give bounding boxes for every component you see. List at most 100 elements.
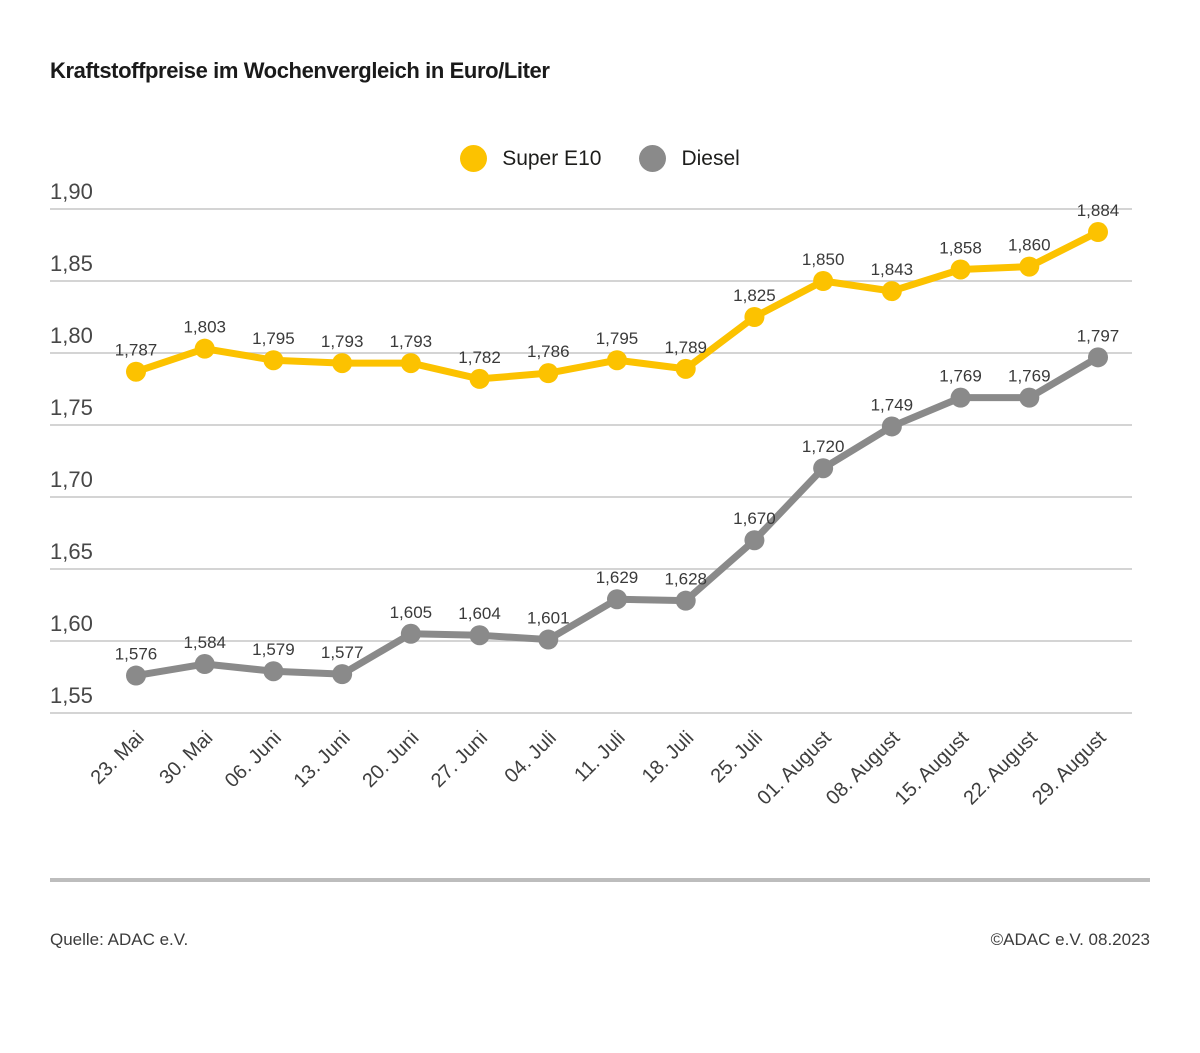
y-axis-label: 1,90 bbox=[50, 179, 93, 204]
y-axis-label: 1,55 bbox=[50, 683, 93, 708]
data-point bbox=[1019, 256, 1040, 277]
x-axis-label: 08. August bbox=[822, 727, 905, 810]
y-axis-label: 1,65 bbox=[50, 539, 93, 564]
data-point-label: 1,858 bbox=[939, 238, 982, 257]
x-axis-labels: 23. Mai 30. Mai 06. Juni 13. Juni 20. Juni 27… bbox=[87, 727, 1111, 810]
series-diesel: 1,576 1,584 1,579 1,577 1,605 1,604 1,601 1,629… bbox=[115, 326, 1120, 686]
data-point bbox=[744, 307, 765, 327]
data-point-label: 1,605 bbox=[390, 603, 433, 622]
data-point-label: 1,604 bbox=[458, 604, 501, 623]
data-point bbox=[950, 387, 971, 408]
x-axis-label: 13. Juni bbox=[290, 727, 355, 792]
data-point-label: 1,720 bbox=[802, 437, 845, 456]
data-point-label: 1,825 bbox=[733, 286, 776, 305]
source-note: Quelle: ADAC e.V. bbox=[50, 930, 189, 949]
data-point bbox=[469, 368, 490, 389]
data-point bbox=[194, 338, 215, 359]
legend-item-diesel: Diesel bbox=[639, 145, 740, 172]
data-point bbox=[675, 590, 696, 611]
data-point-label: 1,793 bbox=[321, 332, 364, 351]
data-point-label: 1,628 bbox=[664, 570, 707, 589]
data-point-label: 1,782 bbox=[458, 348, 501, 367]
data-point-label: 1,576 bbox=[115, 645, 158, 664]
data-point-label: 1,797 bbox=[1077, 326, 1120, 345]
diesel-marker-icon bbox=[639, 145, 667, 172]
y-axis-label: 1,75 bbox=[50, 395, 93, 420]
x-axis-label: 01. August bbox=[753, 727, 836, 810]
data-point bbox=[1088, 347, 1108, 368]
data-point-label: 1,803 bbox=[183, 318, 226, 337]
x-axis-label: 27. Juni bbox=[427, 727, 492, 792]
legend-label-super-e10: Super E10 bbox=[502, 146, 602, 170]
series-super-e10: 1,787 1,803 1,795 1,793 1,793 1,782 1,786 1,795… bbox=[115, 201, 1120, 389]
data-point bbox=[813, 458, 834, 479]
data-point bbox=[1019, 387, 1040, 408]
data-point bbox=[469, 625, 490, 646]
data-point-label: 1,579 bbox=[252, 640, 295, 659]
x-axis-label: 15. August bbox=[891, 727, 974, 810]
data-point bbox=[263, 661, 284, 682]
y-axis-label: 1,85 bbox=[50, 251, 93, 276]
data-point bbox=[813, 271, 834, 291]
data-point-label: 1,795 bbox=[252, 329, 295, 348]
data-point bbox=[400, 353, 421, 374]
data-point-label: 1,601 bbox=[527, 609, 570, 628]
data-point-label: 1,793 bbox=[390, 332, 433, 351]
data-point bbox=[881, 416, 902, 437]
chart-title: Kraftstoffpreise im Wochenvergleich in E… bbox=[50, 58, 550, 83]
x-axis-label: 11. Juli bbox=[570, 727, 629, 786]
data-point-label: 1,789 bbox=[664, 338, 707, 357]
x-axis-label: 18. Juli bbox=[638, 727, 698, 787]
x-axis-label: 29. August bbox=[1028, 727, 1111, 810]
data-point bbox=[332, 664, 353, 685]
data-point bbox=[194, 654, 215, 675]
super-e10-marker-icon bbox=[460, 145, 488, 172]
data-point bbox=[538, 629, 559, 650]
gridlines bbox=[50, 208, 1132, 714]
data-point bbox=[607, 589, 627, 610]
x-axis-label: 06. Juni bbox=[221, 727, 286, 792]
data-point-label: 1,843 bbox=[871, 260, 914, 279]
series-line-diesel bbox=[132, 353, 1102, 680]
data-point bbox=[263, 350, 284, 371]
data-point bbox=[538, 363, 559, 384]
data-point-label: 1,786 bbox=[527, 342, 570, 361]
x-axis-label: 30. Mai bbox=[155, 727, 217, 789]
data-point-label: 1,584 bbox=[183, 633, 226, 652]
data-point-label: 1,860 bbox=[1008, 236, 1051, 255]
x-axis-label: 04. Juli bbox=[500, 727, 560, 787]
x-axis-label: 22. August bbox=[959, 727, 1042, 810]
y-axis-labels: 1,90 1,85 1,80 1,75 1,70 1,65 1,60 1,55 bbox=[50, 179, 93, 708]
data-point-label: 1,577 bbox=[321, 643, 364, 662]
copyright-note: ©ADAC e.V. 08.2023 bbox=[990, 930, 1150, 949]
data-point-label: 1,670 bbox=[733, 509, 776, 528]
y-axis-label: 1,80 bbox=[50, 323, 93, 348]
data-point bbox=[744, 530, 765, 551]
data-point-label: 1,884 bbox=[1077, 201, 1120, 220]
x-axis-label: 20. Juni bbox=[358, 727, 423, 792]
data-point bbox=[607, 350, 627, 371]
data-point-label: 1,629 bbox=[596, 568, 639, 587]
y-axis-label: 1,60 bbox=[50, 611, 93, 636]
data-point-label: 1,749 bbox=[871, 395, 914, 414]
data-point bbox=[332, 353, 353, 374]
data-point bbox=[126, 665, 146, 686]
x-axis-label: 25. Juli bbox=[707, 727, 767, 787]
data-point-label: 1,769 bbox=[1008, 367, 1051, 386]
footer-divider bbox=[50, 878, 1150, 882]
legend-label-diesel: Diesel bbox=[681, 146, 740, 170]
y-axis-label: 1,70 bbox=[50, 467, 93, 492]
data-point-label: 1,850 bbox=[802, 250, 845, 269]
data-point bbox=[1088, 222, 1108, 243]
legend-item-super-e10: Super E10 bbox=[460, 145, 601, 172]
data-point-label: 1,795 bbox=[596, 329, 639, 348]
data-point bbox=[126, 361, 146, 382]
data-point bbox=[675, 358, 696, 379]
x-axis-label: 23. Mai bbox=[87, 727, 149, 789]
data-point bbox=[881, 281, 902, 302]
data-point-label: 1,769 bbox=[939, 367, 982, 386]
legend: Super E10 Diesel bbox=[0, 145, 1200, 172]
data-point bbox=[400, 623, 421, 644]
